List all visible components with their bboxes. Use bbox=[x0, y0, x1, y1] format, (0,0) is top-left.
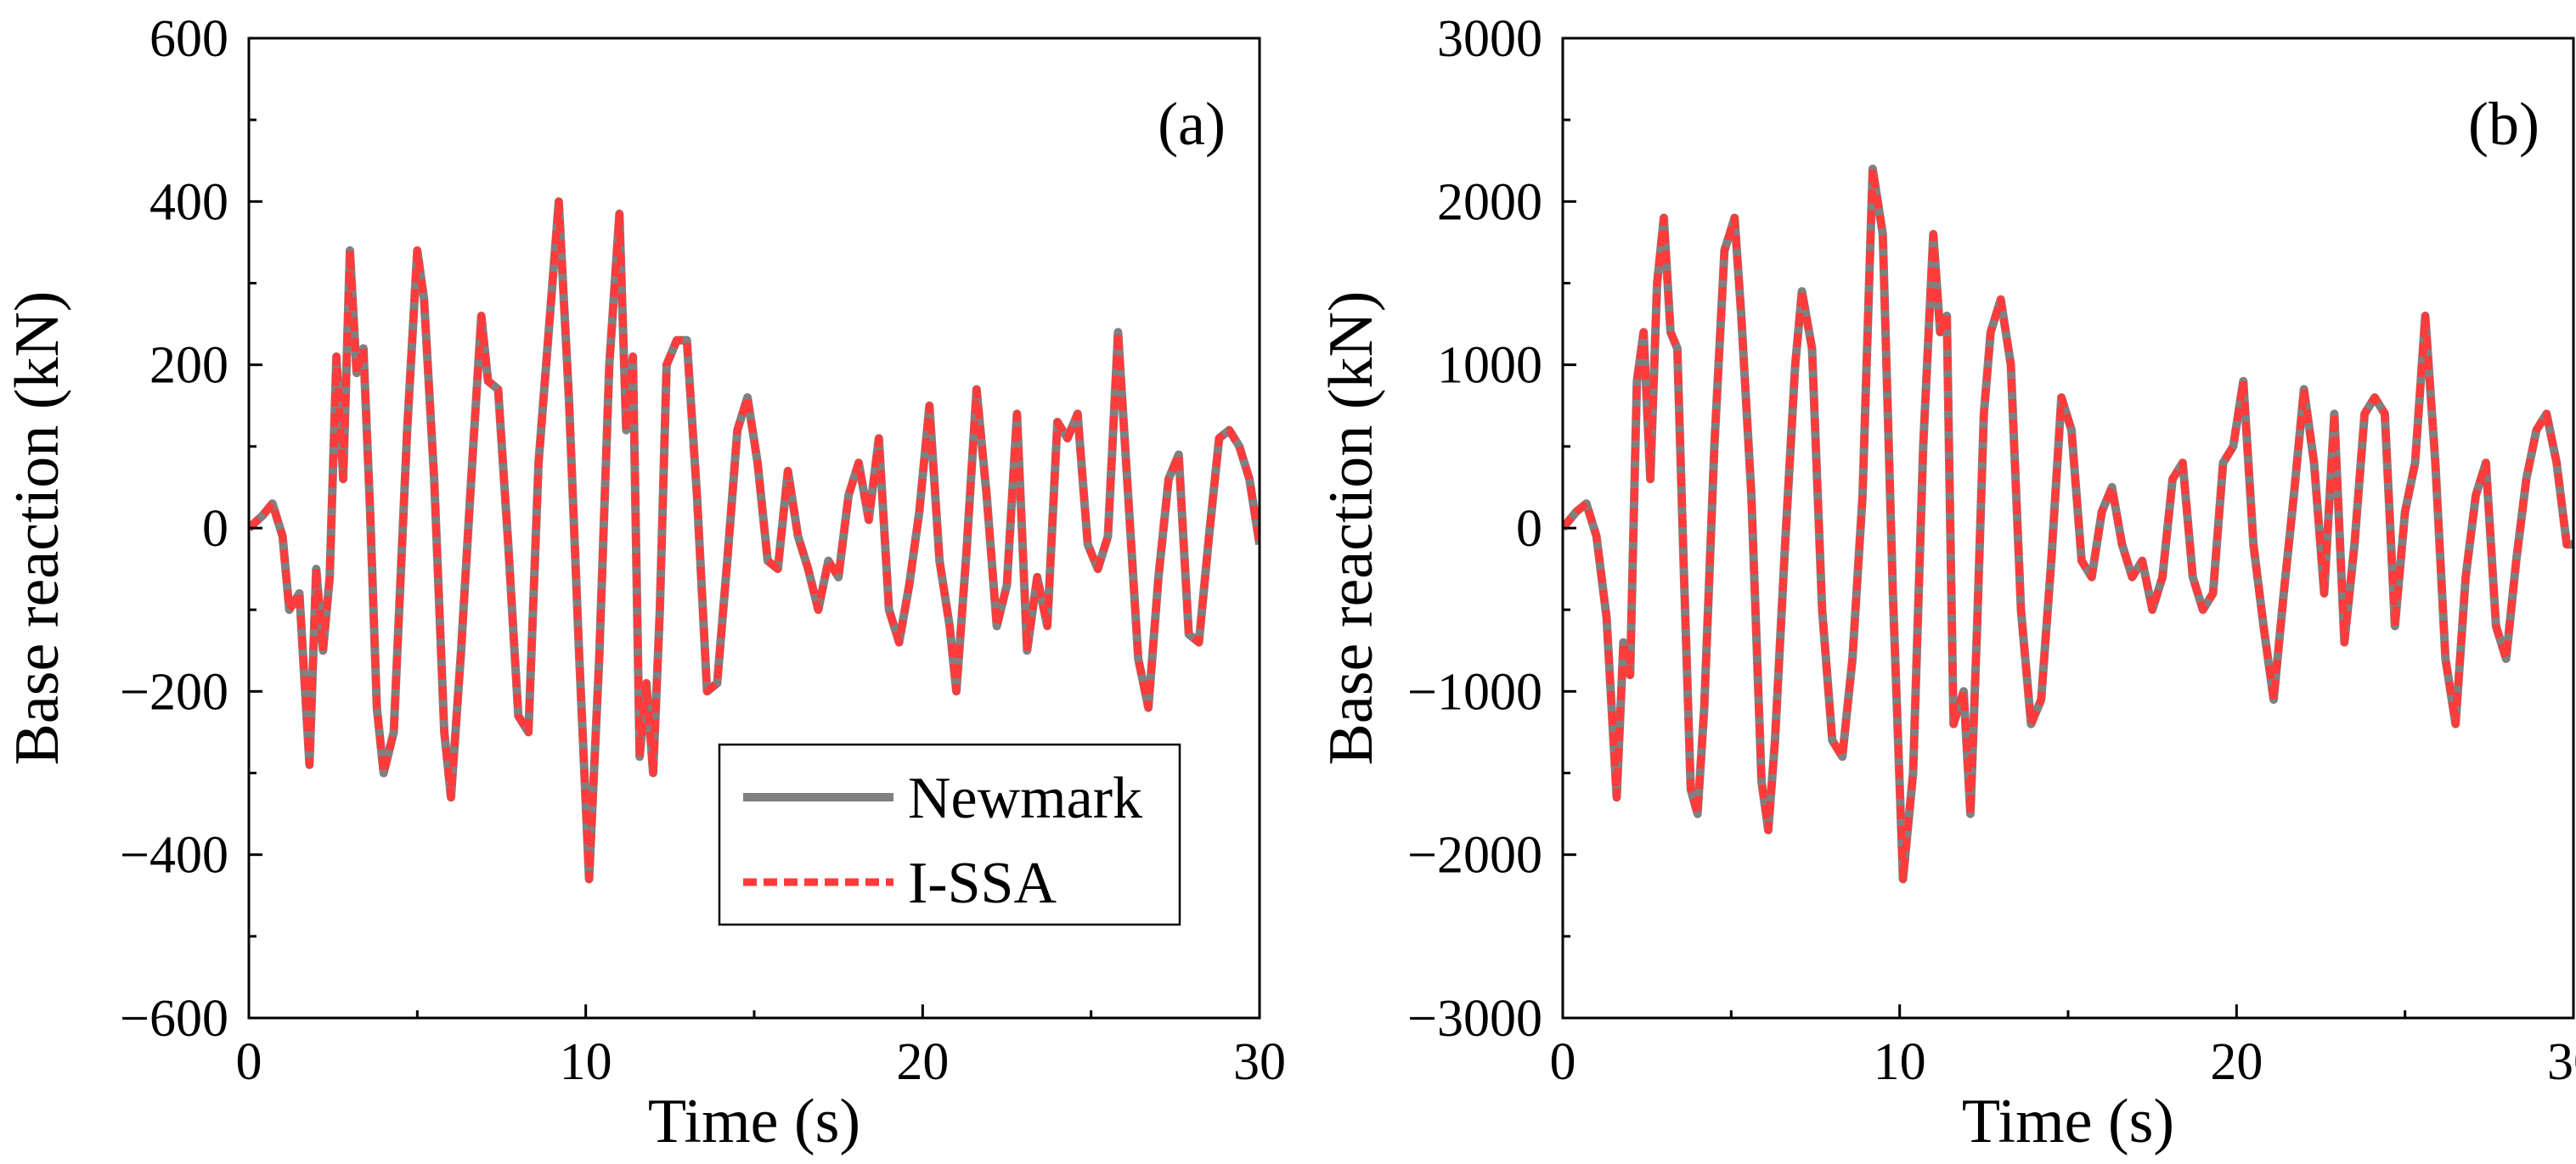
y-tick-label: 1000 bbox=[1437, 337, 1542, 395]
y-tick-label: −3000 bbox=[1407, 990, 1542, 1048]
panel-label: (b) bbox=[2468, 90, 2539, 158]
x-tick-label: 30 bbox=[1233, 1033, 1286, 1091]
y-axis-label: Base reaction (kN) bbox=[1316, 291, 1386, 766]
y-tick-label: −600 bbox=[120, 990, 228, 1048]
y-tick-label: 400 bbox=[149, 173, 228, 231]
x-axis-label: Time (s) bbox=[1962, 1087, 2174, 1156]
y-axis-label: Base reaction (kN) bbox=[3, 291, 72, 766]
chart-panel-a: 0 10 20 30 −600 −400 −200 0 200 400 600 Time (s) Bas… bbox=[3, 10, 1286, 1156]
panel-label: (a) bbox=[1158, 90, 1226, 158]
x-tick-label: 20 bbox=[2210, 1033, 2263, 1091]
y-tick-label: 600 bbox=[149, 10, 228, 68]
y-tick-label: 200 bbox=[149, 337, 228, 395]
chart-panel-b: 0 10 20 30 −3000 −2000 −1000 0 1000 2000 3000 Time … bbox=[1316, 10, 2576, 1156]
legend-box bbox=[718, 743, 1181, 926]
y-tick-label: −2000 bbox=[1407, 827, 1542, 885]
legend-label-newmark: Newmark bbox=[908, 766, 1142, 831]
x-tick-label: 0 bbox=[1550, 1033, 1576, 1091]
x-tick-label: 20 bbox=[896, 1033, 949, 1091]
series-line-i-ssa bbox=[249, 197, 1260, 883]
legend-label-i-ssa: I-SSA bbox=[908, 851, 1057, 916]
y-tick-label: 0 bbox=[1516, 500, 1542, 558]
y-tick-label: 0 bbox=[202, 500, 228, 558]
x-tick-label: 0 bbox=[236, 1033, 262, 1091]
y-tick-label: −400 bbox=[120, 827, 228, 885]
x-tick-label: 30 bbox=[2547, 1033, 2576, 1091]
x-axis-label: Time (s) bbox=[648, 1087, 860, 1156]
y-tick-label: −200 bbox=[120, 663, 228, 721]
series-line-newmark bbox=[1563, 164, 2573, 884]
y-tick-label: 2000 bbox=[1437, 173, 1542, 231]
x-tick-label: 10 bbox=[1874, 1033, 1926, 1091]
y-tick-label: −1000 bbox=[1407, 663, 1542, 721]
y-tick-label: 3000 bbox=[1437, 10, 1542, 68]
x-tick-label: 10 bbox=[560, 1033, 612, 1091]
legend: Newmark I-SSA bbox=[718, 743, 1181, 926]
series-line-i-ssa bbox=[1563, 165, 2573, 883]
